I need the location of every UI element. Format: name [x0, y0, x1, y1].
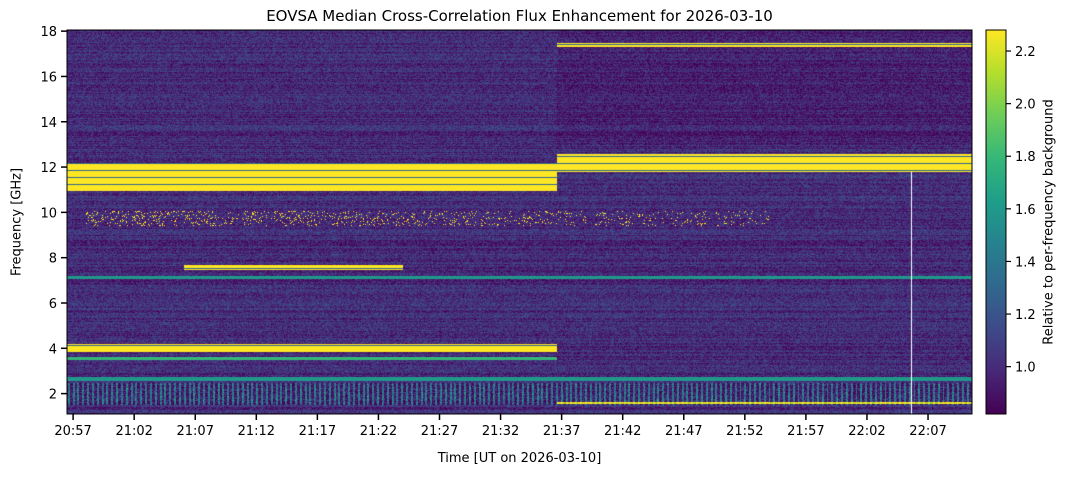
- y-axis-label: Frequency [GHz]: [9, 167, 25, 277]
- colorbar-tick-label: 2.0: [1015, 98, 1036, 113]
- y-tick-label: 12: [40, 161, 57, 176]
- x-tick-label: 21:27: [421, 424, 458, 439]
- x-tick-label: 21:57: [787, 424, 824, 439]
- x-tick-label: 21:02: [115, 424, 152, 439]
- plot-frame: [66, 29, 973, 415]
- y-tick-label: 2: [49, 388, 57, 403]
- colorbar-tick-label: 1.4: [1015, 255, 1036, 270]
- x-tick-label: 21:22: [360, 424, 397, 439]
- colorbar-tick-label: 1.2: [1015, 308, 1036, 323]
- colorbar-frame: [985, 29, 1007, 415]
- x-tick-label: 22:07: [909, 424, 946, 439]
- x-tick-label: 21:32: [482, 424, 519, 439]
- x-tick-label: 21:12: [238, 424, 275, 439]
- chart-title: EOVSA Median Cross-Correlation Flux Enha…: [266, 7, 773, 25]
- colorbar: [986, 30, 1006, 414]
- x-tick-label: 21:42: [604, 424, 641, 439]
- colorbar-tick-label: 2.2: [1015, 45, 1036, 60]
- colorbar-label: Relative to per-frequency background: [1041, 99, 1057, 345]
- x-tick-label: 21:07: [177, 424, 214, 439]
- y-tick-label: 18: [40, 25, 57, 40]
- colorbar-tick-label: 1.0: [1015, 361, 1036, 376]
- y-tick-label: 6: [49, 297, 57, 312]
- spectrogram-heatmap: [67, 30, 972, 414]
- y-tick-label: 14: [40, 116, 57, 131]
- x-tick-label: 21:37: [543, 424, 580, 439]
- y-tick-label: 4: [49, 342, 57, 357]
- x-tick-label: 21:17: [299, 424, 336, 439]
- x-tick-label: 21:52: [726, 424, 763, 439]
- x-tick-label: 20:57: [54, 424, 91, 439]
- colorbar-tick-label: 1.6: [1015, 203, 1036, 218]
- x-axis-label: Time [UT on 2026-03-10]: [437, 451, 602, 466]
- x-tick-label: 21:47: [665, 424, 702, 439]
- y-tick-label: 16: [40, 70, 57, 85]
- x-tick-label: 22:02: [848, 424, 885, 439]
- y-tick-label: 10: [40, 206, 57, 221]
- y-tick-label: 8: [49, 252, 57, 267]
- colorbar-tick-label: 1.8: [1015, 150, 1036, 165]
